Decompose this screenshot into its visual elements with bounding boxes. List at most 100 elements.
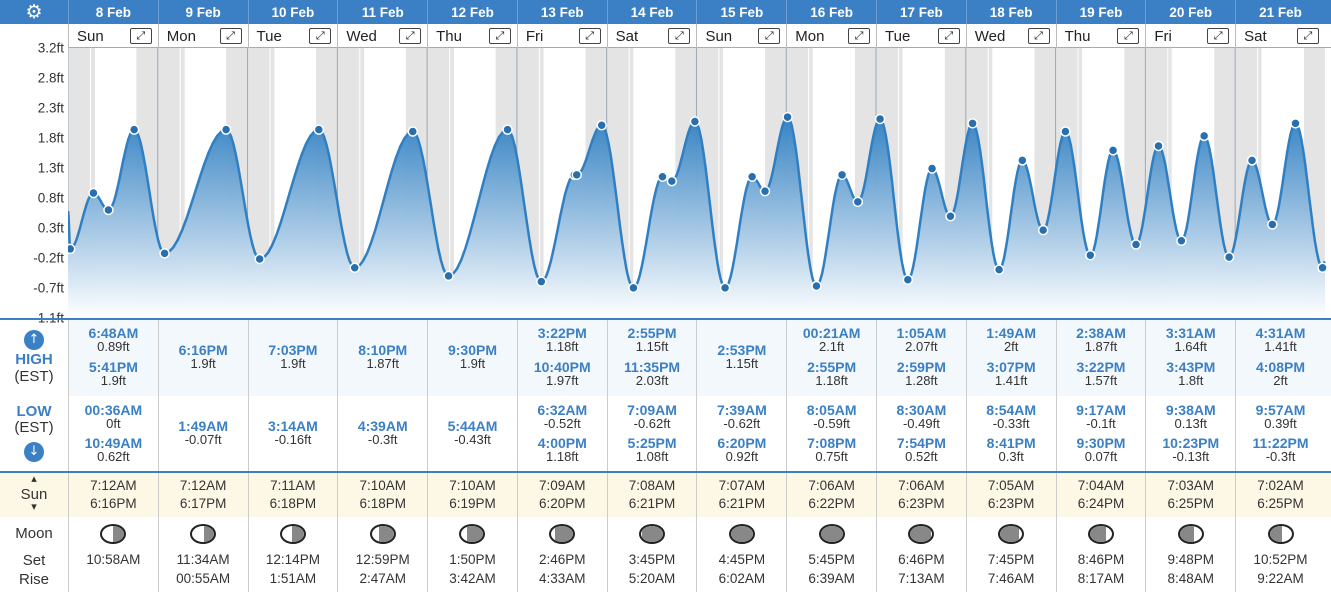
tide-point[interactable] [88,187,99,199]
tide-point[interactable] [254,253,265,265]
low-tide-entry[interactable]: 5:25PM 1.08ft [608,436,697,464]
tide-point[interactable] [945,211,956,222]
high-tide-entry[interactable]: 00:21AM 2.1ft [787,326,876,354]
tide-point[interactable] [128,124,140,135]
expand-arrows-icon[interactable]: ⤢ [399,28,422,44]
high-tide-entry[interactable]: 2:53PM 1.15ft [697,343,786,371]
tide-curve-plot[interactable] [68,48,1331,318]
tide-point[interactable] [443,270,454,282]
expand-arrows-icon[interactable]: ⤢ [937,28,960,44]
low-tide-entry[interactable]: 00:36AM 0ft [69,403,158,431]
high-tide-entry[interactable]: 3:31AM 1.64ft [1146,326,1235,354]
tide-point[interactable] [1130,239,1142,250]
tide-point[interactable] [1037,224,1049,236]
tide-point[interactable] [689,116,701,127]
tide-point[interactable] [313,124,325,135]
tide-point[interactable] [967,118,978,129]
high-tide-entry[interactable]: 5:41PM 1.9ft [69,360,158,388]
low-tide-entry[interactable]: 10:49AM 0.62ft [69,436,158,464]
tide-point[interactable] [836,169,848,181]
low-tide-entry[interactable]: 7:08PM 0.75ft [787,436,876,464]
low-tide-entry[interactable]: 10:23PM -0.13ft [1146,436,1235,464]
high-tide-entry[interactable]: 2:59PM 1.28ft [877,360,966,388]
expand-arrows-icon[interactable]: ⤢ [578,28,601,44]
tide-point[interactable] [993,264,1005,275]
expand-arrows-icon[interactable]: ⤢ [219,28,242,44]
low-tide-entry[interactable]: 3:14AM -0.16ft [249,419,338,447]
tide-point[interactable] [1317,262,1328,274]
high-tide-entry[interactable]: 9:30PM 1.9ft [428,343,517,371]
tide-point[interactable] [902,274,914,285]
low-down-icon[interactable]: ↓ [0,442,68,462]
tide-point[interactable] [666,175,678,187]
tide-point[interactable] [159,248,170,259]
tide-point[interactable] [68,243,76,255]
tide-point[interactable] [407,126,419,137]
tide-point[interactable] [874,113,886,125]
tide-point[interactable] [536,276,547,287]
low-tide-entry[interactable]: 8:05AM -0.59ft [787,403,876,431]
low-tide-entry[interactable]: 7:39AM -0.62ft [697,403,786,431]
high-tide-entry[interactable]: 8:10PM 1.87ft [338,343,427,371]
high-tide-entry[interactable]: 3:22PM 1.57ft [1057,360,1146,388]
tide-point[interactable] [852,196,864,208]
low-tide-entry[interactable]: 9:38AM 0.13ft [1146,403,1235,431]
tide-point[interactable] [1198,130,1210,142]
high-tide-entry[interactable]: 7:03PM 1.9ft [249,343,338,371]
tide-point[interactable] [759,185,771,197]
tide-point[interactable] [1223,251,1235,263]
high-tide-entry[interactable]: 11:35PM 2.03ft [608,360,697,388]
low-tide-entry[interactable]: 5:44AM -0.43ft [428,419,517,447]
expand-arrows-icon[interactable]: ⤢ [758,28,781,44]
tide-point[interactable] [596,119,607,131]
expand-arrows-icon[interactable]: ⤢ [488,28,511,44]
expand-arrows-icon[interactable]: ⤢ [309,28,332,44]
tide-point[interactable] [502,124,513,135]
low-tide-entry[interactable]: 8:41PM 0.3ft [967,436,1056,464]
high-up-icon[interactable]: ↑ [0,330,68,350]
expand-arrows-icon[interactable]: ⤢ [668,28,691,44]
tide-point[interactable] [782,111,793,123]
expand-arrows-icon[interactable]: ⤢ [129,28,152,44]
low-tide-entry[interactable]: 7:54PM 0.52ft [877,436,966,464]
low-tide-entry[interactable]: 4:39AM -0.3ft [338,419,427,447]
low-tide-entry[interactable]: 9:17AM -0.1ft [1057,403,1146,431]
high-tide-entry[interactable]: 3:22PM 1.18ft [518,326,607,354]
high-tide-entry[interactable]: 2:38AM 1.87ft [1057,326,1146,354]
tide-point[interactable] [571,169,583,181]
tide-chart[interactable]: 3.2ft 2.8ft 2.3ft 1.8ft 1.3ft 0.8ft 0.3ft -0.2f… [0,41,1331,326]
high-tide-entry[interactable]: 3:43PM 1.8ft [1146,360,1235,388]
low-tide-entry[interactable]: 4:00PM 1.18ft [518,436,607,464]
tide-point[interactable] [811,280,822,292]
expand-arrows-icon[interactable]: ⤢ [1027,28,1050,44]
high-tide-entry[interactable]: 6:16PM 1.9ft [159,343,248,371]
tide-point[interactable] [1267,219,1278,230]
tide-point[interactable] [1176,235,1187,247]
low-tide-entry[interactable]: 6:20PM 0.92ft [697,436,786,464]
high-tide-entry[interactable]: 10:40PM 1.97ft [518,360,607,388]
tide-point[interactable] [1017,155,1028,166]
tide-point[interactable] [746,171,758,182]
tide-point[interactable] [628,282,639,294]
tide-point[interactable] [719,282,731,294]
tide-point[interactable] [1246,155,1258,166]
low-tide-entry[interactable]: 8:54AM -0.33ft [967,403,1056,431]
high-tide-entry[interactable]: 1:05AM 2.07ft [877,326,966,354]
tide-point[interactable] [1290,118,1301,129]
tide-point[interactable] [349,262,360,274]
high-tide-entry[interactable]: 4:08PM 2ft [1236,360,1325,388]
expand-arrows-icon[interactable]: ⤢ [1117,28,1140,44]
tide-point[interactable] [1153,140,1164,152]
tide-point[interactable] [657,171,668,182]
high-tide-entry[interactable]: 2:55PM 1.18ft [787,360,876,388]
low-tide-entry[interactable]: 1:49AM -0.07ft [159,419,248,447]
low-tide-entry[interactable]: 8:30AM -0.49ft [877,403,966,431]
gear-icon[interactable]: ⚙ [25,1,43,23]
expand-arrows-icon[interactable]: ⤢ [1207,28,1230,44]
low-tide-entry[interactable]: 6:32AM -0.52ft [518,403,607,431]
high-tide-entry[interactable]: 3:07PM 1.41ft [967,360,1056,388]
high-tide-entry[interactable]: 6:48AM 0.89ft [69,326,158,354]
tide-point[interactable] [1107,145,1119,156]
low-tide-entry[interactable]: 7:09AM -0.62ft [608,403,697,431]
tide-point[interactable] [926,163,938,174]
